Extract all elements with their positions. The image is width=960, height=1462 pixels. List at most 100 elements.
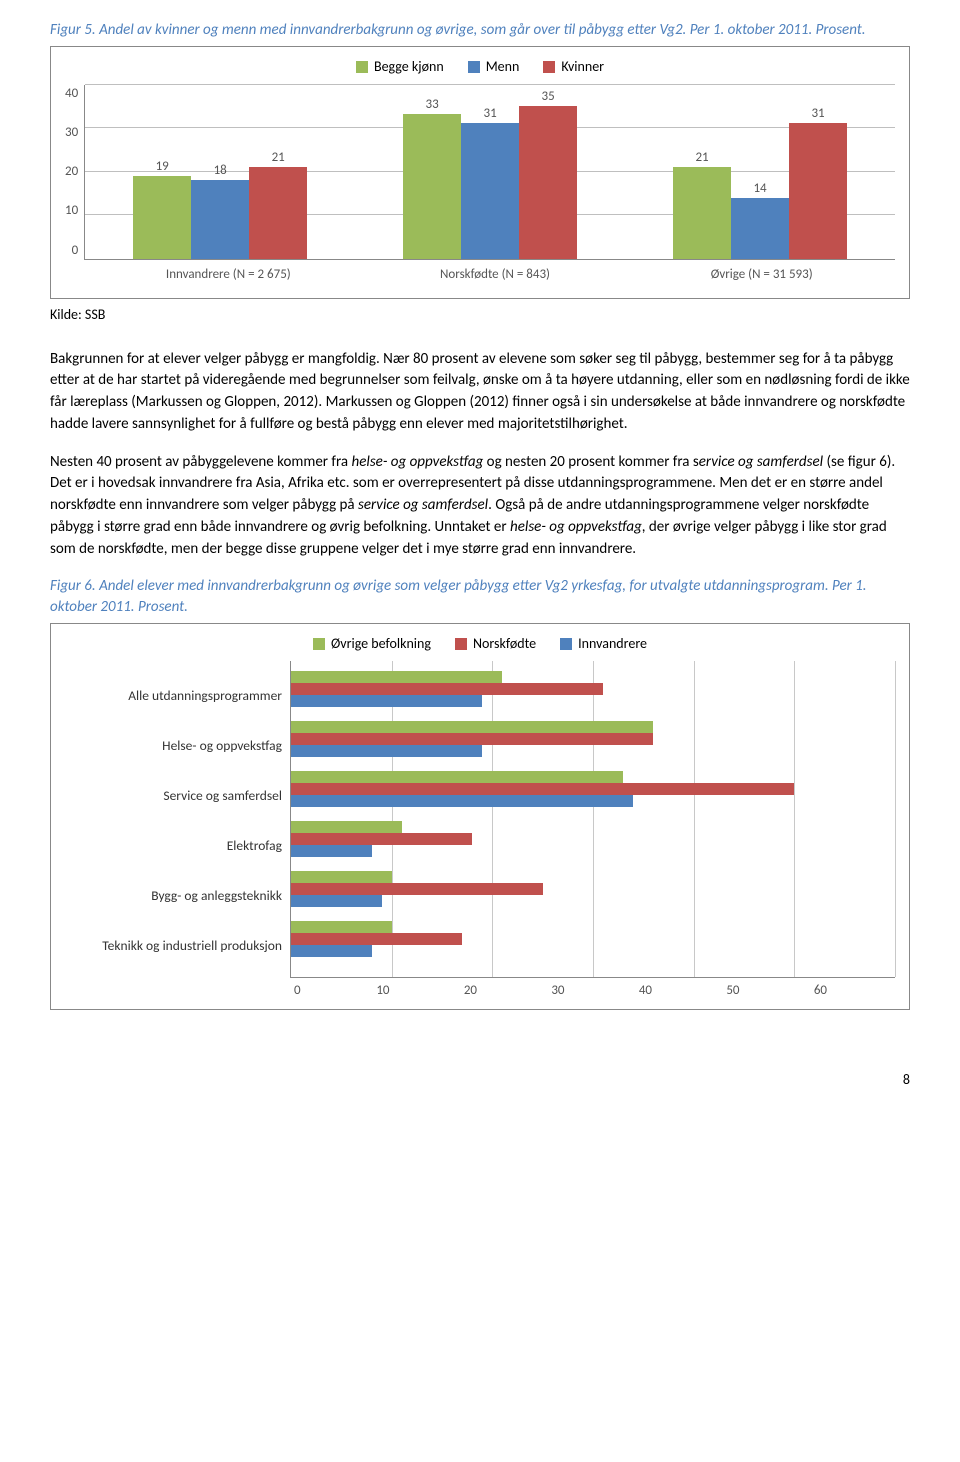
bar: 33 bbox=[403, 114, 461, 258]
figure6-legend: Øvrige befolkning Norskfødte Innvandrere bbox=[65, 634, 895, 654]
bar-value-label: 33 bbox=[426, 96, 439, 114]
hbar-group bbox=[291, 871, 895, 907]
x-tick-label: 40 bbox=[565, 982, 653, 1000]
gridline bbox=[895, 661, 896, 977]
legend-swatch bbox=[543, 61, 555, 73]
figure5-y-axis: 40 30 20 10 0 bbox=[65, 85, 84, 260]
legend-label: Innvandrere bbox=[578, 634, 647, 654]
x-category-label: Innvandrere (N = 2 675) bbox=[95, 266, 362, 284]
para2-text: Nesten 40 prosent av påbyggelevene komme… bbox=[50, 453, 352, 471]
bar-value-label: 35 bbox=[542, 88, 555, 106]
legend-item: Innvandrere bbox=[560, 634, 647, 654]
hbar bbox=[291, 833, 472, 845]
legend-swatch bbox=[468, 61, 480, 73]
bar-group: 333135 bbox=[355, 85, 625, 259]
hbar bbox=[291, 745, 482, 757]
legend-swatch bbox=[313, 638, 325, 650]
x-tick-label: 60 bbox=[740, 982, 828, 1000]
hbar bbox=[291, 771, 623, 783]
legend-label: Kvinner bbox=[561, 57, 604, 77]
legend-item: Kvinner bbox=[543, 57, 604, 77]
hbar bbox=[291, 783, 794, 795]
y-tick-label: 0 bbox=[72, 242, 79, 260]
hbar bbox=[291, 883, 543, 895]
legend-item: Menn bbox=[468, 57, 520, 77]
bar-value-label: 21 bbox=[272, 149, 285, 167]
bar-value-label: 18 bbox=[214, 162, 227, 180]
hbar-category-label: Helse- og oppvekstfag bbox=[65, 721, 290, 771]
legend-swatch bbox=[560, 638, 572, 650]
hbar-category-label: Elektrofag bbox=[65, 821, 290, 871]
y-tick-label: 30 bbox=[65, 124, 78, 142]
hbar bbox=[291, 945, 372, 957]
bar-value-label: 31 bbox=[811, 105, 824, 123]
hbar bbox=[291, 933, 462, 945]
hbar bbox=[291, 683, 603, 695]
legend-item: Norskfødte bbox=[455, 634, 536, 654]
hbar-group bbox=[291, 671, 895, 707]
bar-value-label: 21 bbox=[695, 149, 708, 167]
figure5-source: Kilde: SSB bbox=[50, 305, 910, 325]
hbar-category-label: Alle utdanningsprogrammer bbox=[65, 671, 290, 721]
hbar bbox=[291, 695, 482, 707]
hbar-group bbox=[291, 921, 895, 957]
hbar bbox=[291, 895, 382, 907]
body-paragraph-1: Bakgrunnen for at elever velger påbygg e… bbox=[50, 349, 910, 436]
bar-value-label: 14 bbox=[753, 180, 766, 198]
hbar-group bbox=[291, 771, 895, 807]
figure5-caption: Figur 5. Andel av kvinner og menn med in… bbox=[50, 20, 910, 40]
legend-item: Øvrige befolkning bbox=[313, 634, 431, 654]
hbar-category-label: Teknikk og industriell produksjon bbox=[65, 921, 290, 971]
legend-swatch bbox=[356, 61, 368, 73]
bar-group: 211431 bbox=[625, 85, 895, 259]
bar: 18 bbox=[191, 180, 249, 259]
x-tick-label: 30 bbox=[477, 982, 565, 1000]
figure5-plot-area: 191821333135211431 bbox=[84, 85, 895, 260]
x-tick-label: 50 bbox=[652, 982, 740, 1000]
x-category-label: Norskfødte (N = 843) bbox=[362, 266, 629, 284]
legend-swatch bbox=[455, 638, 467, 650]
hbar-category-label: Service og samferdsel bbox=[65, 771, 290, 821]
hbar bbox=[291, 845, 372, 857]
para2-italic: ervice og samferdsel bbox=[699, 453, 823, 471]
hbar bbox=[291, 733, 653, 745]
figure6-caption: Figur 6. Andel elever med innvandrerbakg… bbox=[50, 576, 910, 617]
hbar-group bbox=[291, 721, 895, 757]
hbar bbox=[291, 795, 633, 807]
hbar bbox=[291, 671, 502, 683]
hbar bbox=[291, 821, 402, 833]
figure6-x-ticks: 0102030405060 bbox=[65, 982, 895, 1000]
bar: 19 bbox=[133, 176, 191, 259]
y-tick-label: 40 bbox=[65, 85, 78, 103]
legend-label: Øvrige befolkning bbox=[331, 634, 431, 654]
x-category-label: Øvrige (N = 31 593) bbox=[628, 266, 895, 284]
hbar-group bbox=[291, 821, 895, 857]
y-tick-label: 20 bbox=[65, 163, 78, 181]
bar: 14 bbox=[731, 198, 789, 259]
para2-italic: helse- og oppvekstfag bbox=[352, 453, 484, 471]
y-tick-label: 10 bbox=[65, 202, 78, 220]
bar-value-label: 19 bbox=[156, 158, 169, 176]
figure6-category-labels: Alle utdanningsprogrammerHelse- og oppve… bbox=[65, 661, 290, 978]
legend-label: Begge kjønn bbox=[374, 57, 444, 77]
para2-text: og nesten 20 prosent kommer fra s bbox=[483, 453, 698, 471]
para2-italic: service og samferdsel bbox=[358, 496, 488, 514]
figure6-chart: Øvrige befolkning Norskfødte Innvandrere A… bbox=[50, 623, 910, 1010]
hbar bbox=[291, 871, 392, 883]
figure5-legend: Begge kjønn Menn Kvinner bbox=[65, 57, 895, 77]
bar: 31 bbox=[461, 123, 519, 259]
legend-item: Begge kjønn bbox=[356, 57, 444, 77]
bar: 35 bbox=[519, 106, 577, 259]
legend-label: Menn bbox=[486, 57, 520, 77]
bar: 21 bbox=[673, 167, 731, 259]
legend-label: Norskfødte bbox=[473, 634, 536, 654]
x-tick-label: 10 bbox=[302, 982, 390, 1000]
hbar bbox=[291, 921, 392, 933]
bar: 21 bbox=[249, 167, 307, 259]
figure5-x-categories: Innvandrere (N = 2 675)Norskfødte (N = 8… bbox=[65, 266, 895, 284]
page-number: 8 bbox=[50, 1070, 910, 1090]
bar-value-label: 31 bbox=[484, 105, 497, 123]
bar-group: 191821 bbox=[85, 85, 355, 259]
bar: 31 bbox=[789, 123, 847, 259]
hbar bbox=[291, 721, 653, 733]
